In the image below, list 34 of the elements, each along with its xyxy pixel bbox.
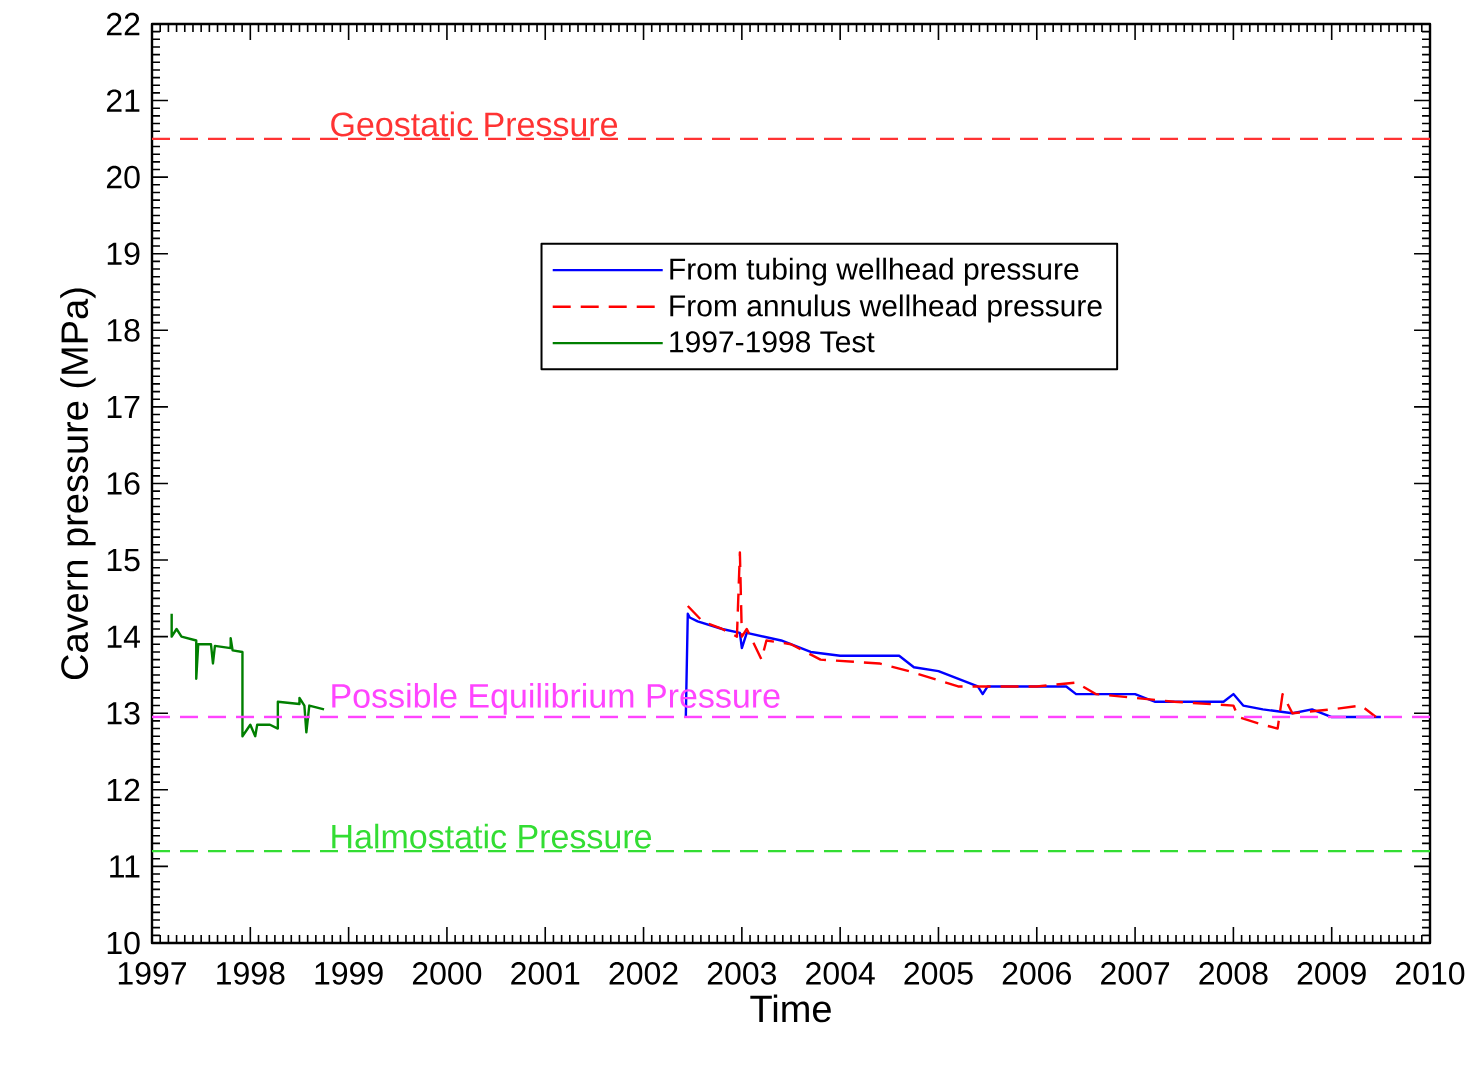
- x-axis-title: Time: [750, 994, 831, 1023]
- y-tick-label: 11: [110, 855, 140, 878]
- x-tick-label: 2001: [511, 962, 580, 985]
- y-tick-label: 13: [107, 701, 140, 725]
- legend-label: From annulus wellhead pressure: [670, 294, 1102, 323]
- y-axis-title: Cavern pressure (MPa): [60, 288, 96, 680]
- x-tick-label: 1998: [217, 962, 285, 985]
- x-tick-label: 2005: [904, 962, 973, 985]
- y-tick-label: 10: [107, 931, 140, 955]
- x-tick-label: 2007: [1101, 962, 1170, 985]
- x-tick-label: 2009: [1297, 962, 1366, 985]
- x-tick-label: 2004: [806, 962, 875, 985]
- ref-line-label: Halmostatic Pressure: [332, 823, 652, 849]
- y-tick-label: 21: [106, 89, 140, 112]
- legend-label: 1997-1998 Test: [670, 331, 875, 353]
- ref-line-label: Geostatic Pressure: [331, 111, 618, 137]
- y-tick-label: 16: [107, 472, 140, 495]
- y-tick-label: 19: [107, 242, 140, 266]
- x-tick-label: 2006: [1002, 962, 1071, 985]
- y-tick-label: 12: [107, 778, 140, 801]
- y-tick-label: 15: [107, 548, 140, 572]
- y-tick-label: 17: [107, 395, 140, 418]
- x-tick-label: 1997: [118, 962, 186, 985]
- x-tick-label: 2008: [1199, 962, 1268, 985]
- x-tick-label: 2003: [707, 962, 777, 985]
- x-tick-label: 2000: [412, 962, 482, 985]
- y-tick-label: 14: [107, 625, 140, 648]
- x-tick-label: 1999: [315, 962, 383, 985]
- y-tick-label: 18: [107, 319, 140, 342]
- y-tick-label: 22: [106, 12, 140, 36]
- y-tick-label: 20: [106, 165, 140, 189]
- x-tick-label: 2002: [609, 962, 678, 985]
- x-tick-label: 2010: [1396, 962, 1465, 985]
- legend-label: From tubing wellhead pressure: [670, 257, 1079, 286]
